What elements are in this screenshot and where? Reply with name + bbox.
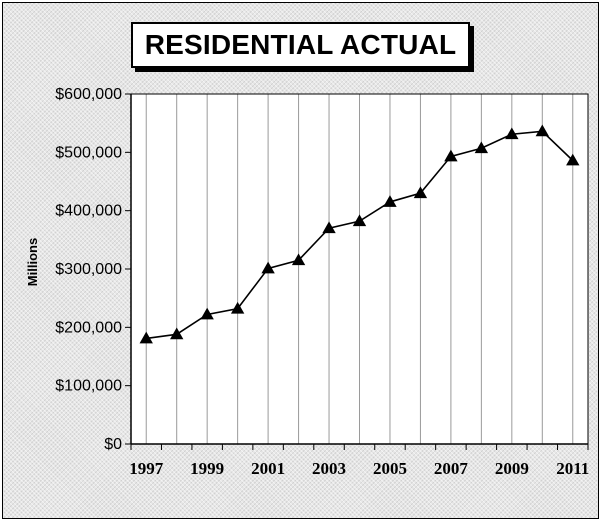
y-tick-label: $600,000 — [55, 86, 122, 103]
data-point-marker — [383, 195, 397, 207]
x-tick-label: 2007 — [434, 459, 469, 478]
data-point-marker — [535, 124, 549, 137]
data-point-marker — [139, 331, 153, 344]
data-point-marker — [170, 327, 184, 340]
data-point-marker — [230, 301, 245, 314]
data-point-marker — [413, 186, 428, 199]
x-tick-label: 2003 — [312, 459, 346, 478]
chart-title: RESIDENTIAL ACTUAL — [131, 22, 470, 68]
data-point-marker — [505, 127, 519, 140]
y-tick-label: $200,000 — [55, 319, 122, 336]
x-tick-label: 2009 — [495, 459, 529, 478]
x-tick-label: 2011 — [556, 459, 589, 478]
y-axis-label: Millions — [25, 238, 40, 286]
y-tick-label: $400,000 — [55, 203, 122, 220]
data-point-marker — [474, 141, 489, 154]
y-tick-label: $500,000 — [55, 144, 122, 161]
x-tick-label: 2005 — [373, 459, 407, 478]
x-axis-ticks: 1997 1999 2001 2003 2005 2007 2009 2011 — [129, 444, 589, 478]
data-point-marker — [566, 153, 580, 166]
x-tick-label: 1999 — [190, 459, 224, 478]
y-tick-label: $100,000 — [55, 378, 122, 395]
data-point-marker — [200, 307, 214, 320]
data-point-marker — [322, 221, 336, 234]
data-point-marker — [291, 253, 306, 266]
series-group — [139, 124, 580, 344]
x-tick-label: 1997 — [129, 459, 164, 478]
x-tick-label: 2001 — [251, 459, 285, 478]
y-axis-ticks: $0 $100,000 $200,000 $300,000 $400,000 $500,0… — [55, 86, 131, 453]
y-tick-label: $0 — [104, 436, 122, 453]
data-point-marker — [444, 149, 458, 162]
data-point-marker — [261, 261, 275, 274]
data-point-marker — [352, 214, 367, 227]
vertical-gridlines — [145, 94, 574, 444]
y-tick-label: $300,000 — [55, 261, 122, 278]
